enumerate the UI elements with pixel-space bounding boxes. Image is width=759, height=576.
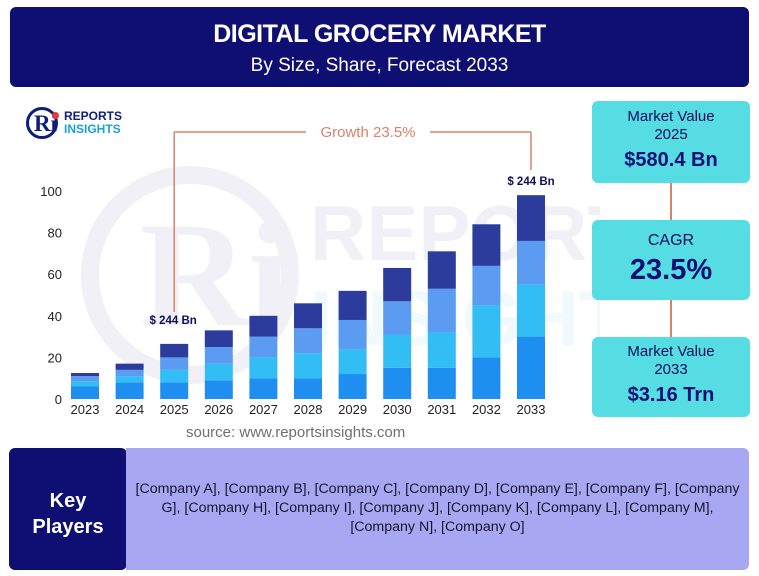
- logo-mark-icon: Ri: [26, 107, 59, 139]
- bar-segment-segment-4: [472, 224, 501, 266]
- bar-segment-segment-3: [115, 369, 144, 377]
- bar-segment-segment-2: [71, 381, 99, 387]
- bar-segment-segment-4: [249, 315, 278, 337]
- bar-segment-segment-3: [338, 319, 367, 350]
- y-tick-label: 40: [48, 309, 62, 324]
- bar-segment-segment-1: [472, 357, 501, 399]
- end-value-label: $ 244 Bn: [507, 176, 554, 188]
- market-value-2033-year: 2033: [654, 361, 688, 378]
- bar-segment-segment-1: [249, 378, 278, 399]
- market-value-2033-label: Market Value: [627, 343, 715, 360]
- bar-segment-segment-3: [427, 288, 456, 333]
- bar-segment-segment-1: [204, 380, 233, 399]
- key-players-label-line1: Key: [49, 490, 87, 512]
- bar-segment-segment-2: [294, 353, 322, 379]
- x-tick-label: 2032: [472, 402, 501, 417]
- page-title: DIGITAL GROCERY MARKET: [213, 20, 546, 48]
- growth-annotation: Growth 23.5% $ 244 Bn $ 244 Bn: [150, 124, 555, 327]
- bar-segment-segment-2: [160, 369, 189, 383]
- bar-segment-segment-4: [383, 267, 412, 302]
- bar-segment-segment-3: [383, 301, 412, 335]
- market-value-2033-value: $3.16 Trn: [627, 384, 715, 406]
- key-players-label-line2: Players: [32, 516, 104, 538]
- bar-segment-segment-1: [517, 336, 545, 399]
- start-value-label: $ 244 Bn: [150, 315, 197, 327]
- bar-segment-segment-2: [517, 284, 545, 337]
- bar-segment-segment-1: [160, 382, 189, 399]
- x-tick-label: 2027: [249, 402, 278, 417]
- bar-segment-segment-3: [160, 357, 189, 370]
- bar-segment-segment-1: [71, 386, 99, 399]
- logo-text-reports: REPORTS: [64, 109, 123, 123]
- connector-line-top: [670, 183, 672, 220]
- source-text: source: www.reportsinsights.com: [186, 424, 406, 441]
- bar-segment-segment-1: [383, 367, 412, 399]
- bar-segment-segment-4: [517, 195, 545, 241]
- cagr-card: CAGR 23.5%: [592, 220, 750, 300]
- bar-segment-segment-1: [115, 382, 144, 399]
- x-tick-label: 2033: [517, 402, 546, 417]
- bar-segment-segment-1: [338, 374, 367, 399]
- x-tick-label: 2026: [204, 402, 233, 417]
- bar-segment-segment-4: [204, 330, 233, 347]
- logo-mark-text: Ri: [34, 111, 57, 136]
- bar-segment-segment-2: [427, 332, 456, 368]
- header-banner: DIGITAL GROCERY MARKET By Size, Share, F…: [10, 7, 749, 87]
- bar-segment-segment-4: [338, 290, 367, 320]
- bar-segment-segment-3: [517, 240, 545, 285]
- bar-segment-segment-3: [472, 265, 501, 306]
- bar-segment-segment-4: [71, 373, 99, 377]
- bar-segment-segment-3: [71, 376, 99, 382]
- bar-segment-segment-2: [338, 349, 367, 375]
- bar-segment-segment-3: [249, 336, 278, 358]
- bar-segment-segment-4: [160, 343, 189, 358]
- x-axis: 2023 2024 2025 2026 2027 2028 2029 2030 2031 2032…: [71, 402, 546, 417]
- market-value-2025-label: Market Value: [627, 108, 715, 125]
- bar-segment-segment-3: [204, 347, 233, 364]
- bar-segment-segment-2: [204, 363, 233, 381]
- y-tick-label: 60: [48, 267, 62, 282]
- x-tick-label: 2025: [160, 402, 189, 417]
- y-tick-label: 0: [55, 392, 62, 407]
- market-value-2025-value: $580.4 Bn: [624, 149, 718, 171]
- growth-label: Growth 23.5%: [320, 124, 415, 141]
- x-tick-label: 2024: [115, 402, 144, 417]
- x-tick-label: 2030: [383, 402, 412, 417]
- y-tick-label: 20: [48, 350, 62, 365]
- y-tick-label: 80: [48, 226, 62, 241]
- cagr-value: 23.5%: [629, 254, 713, 286]
- y-axis: 0 20 40 60 80 100: [40, 184, 62, 407]
- market-value-2025-card: Market Value 2025 $580.4 Bn: [592, 101, 750, 183]
- bars-group: [71, 195, 545, 399]
- logo-text-insights: INSIGHTS: [64, 122, 121, 136]
- x-tick-label: 2029: [338, 402, 367, 417]
- bar-segment-segment-1: [294, 378, 322, 399]
- bar-segment-segment-4: [427, 251, 456, 289]
- reports-insights-logo: Ri REPORTS INSIGHTS: [26, 106, 122, 140]
- bar-segment-segment-2: [472, 305, 501, 358]
- page-subtitle: By Size, Share, Forecast 2033: [250, 55, 509, 76]
- cagr-label: CAGR: [647, 232, 695, 249]
- key-players-list: [Company A], [Company B], [Company C], […: [126, 448, 749, 570]
- x-tick-label: 2023: [71, 402, 100, 417]
- bar-segment-segment-4: [115, 363, 144, 370]
- market-value-2025-year: 2025: [654, 126, 688, 143]
- key-players-label-box: Key Players: [9, 448, 127, 570]
- bar-segment-segment-2: [115, 376, 144, 383]
- market-value-2033-card: Market Value 2033 $3.16 Trn: [592, 337, 750, 417]
- bar-segment-segment-3: [294, 328, 322, 354]
- bar-segment-segment-4: [294, 303, 322, 329]
- y-tick-label: 100: [40, 184, 62, 199]
- x-tick-label: 2031: [427, 402, 456, 417]
- bar-segment-segment-2: [249, 357, 278, 379]
- connector-line-bottom: [670, 300, 672, 337]
- bar-segment-segment-2: [383, 334, 412, 368]
- bar-segment-segment-1: [427, 367, 456, 399]
- x-tick-label: 2028: [294, 402, 323, 417]
